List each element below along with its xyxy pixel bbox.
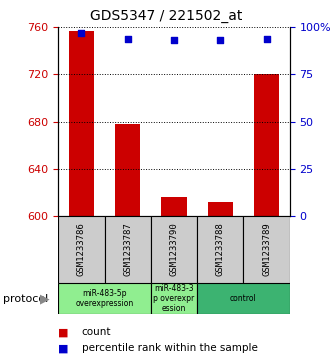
Text: protocol: protocol: [3, 294, 49, 303]
Bar: [151, 283, 197, 314]
Bar: [58, 283, 151, 314]
Bar: [243, 216, 290, 283]
Text: percentile rank within the sample: percentile rank within the sample: [82, 343, 257, 354]
Text: GDS5347 / 221502_at: GDS5347 / 221502_at: [90, 9, 243, 23]
Text: control: control: [230, 294, 257, 303]
Point: [264, 36, 269, 41]
Point: [79, 30, 84, 36]
Text: count: count: [82, 327, 111, 337]
Text: ■: ■: [58, 327, 69, 337]
Text: miR-483-3
p overexpr
ession: miR-483-3 p overexpr ession: [154, 284, 194, 314]
Text: ▶: ▶: [40, 292, 50, 305]
Text: miR-483-5p
overexpression: miR-483-5p overexpression: [76, 289, 134, 308]
Text: GSM1233789: GSM1233789: [262, 223, 271, 277]
Bar: [151, 216, 197, 283]
Text: GSM1233787: GSM1233787: [123, 223, 132, 277]
Text: GSM1233790: GSM1233790: [169, 223, 178, 277]
Bar: [207, 202, 233, 216]
Bar: [197, 283, 290, 314]
Bar: [69, 31, 94, 216]
Bar: [254, 74, 279, 216]
Point: [125, 36, 131, 41]
Bar: [115, 124, 141, 216]
Text: GSM1233788: GSM1233788: [216, 223, 225, 277]
Bar: [197, 216, 243, 283]
Point: [218, 37, 223, 43]
Bar: [161, 197, 187, 216]
Point: [171, 37, 176, 43]
Text: ■: ■: [58, 343, 69, 354]
Bar: [58, 216, 105, 283]
Bar: [105, 216, 151, 283]
Text: GSM1233786: GSM1233786: [77, 223, 86, 277]
